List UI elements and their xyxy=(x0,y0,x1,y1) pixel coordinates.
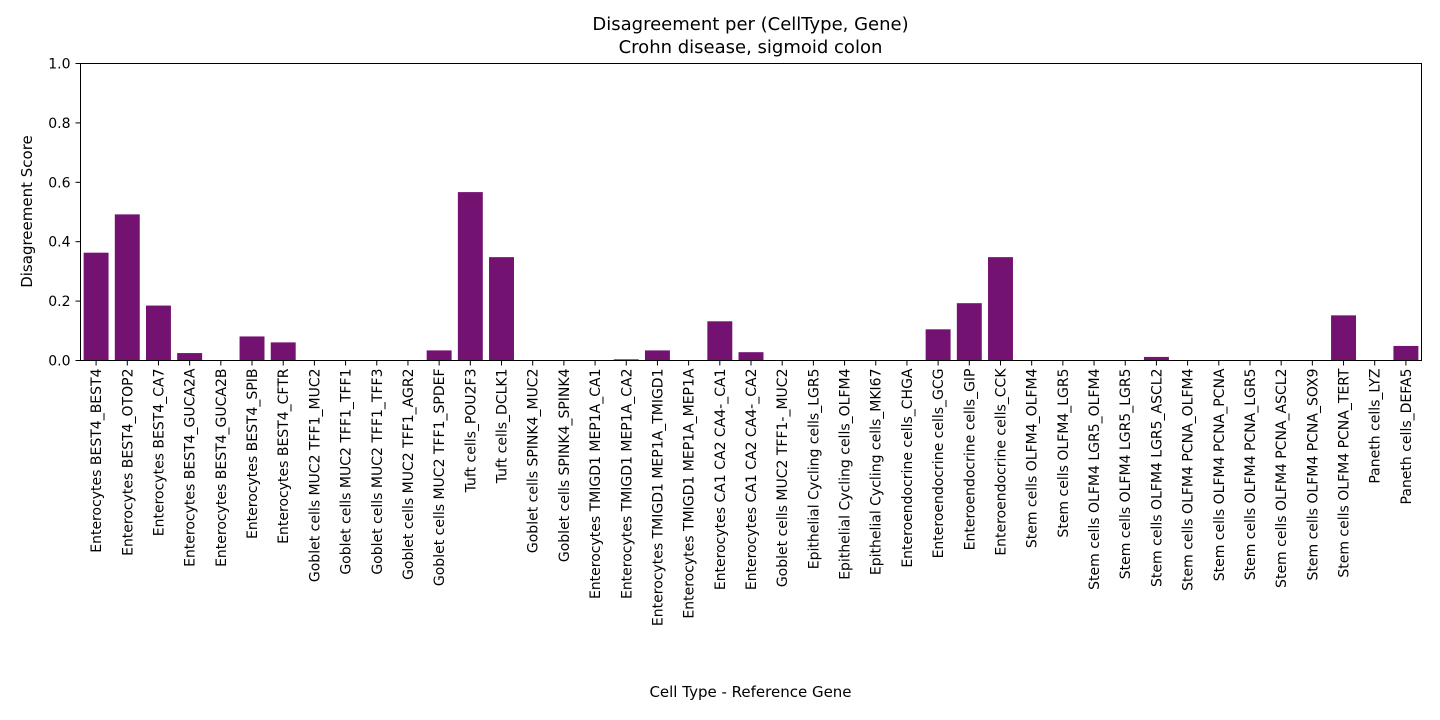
x-tick-label: Paneth cells_LYZ xyxy=(1368,369,1384,484)
x-tick-label: Enteroendocrine cells_CHGA xyxy=(900,368,916,568)
x-tick-label: Stem cells OLFM4 PCNA_SOX9 xyxy=(1305,369,1321,581)
y-tick-label: 0.4 xyxy=(48,235,70,251)
x-tick-label: Goblet cells SPINK4_MUC2 xyxy=(526,369,542,554)
bar xyxy=(956,303,982,361)
x-tick-label: Paneth cells_DEFA5 xyxy=(1399,369,1415,505)
plot-area: 0.0 0.2 0.4 0.6 0.8 1.0 Enterocytes BEST4_BEST… xyxy=(48,57,1419,627)
y-tick-label: 1.0 xyxy=(48,57,70,73)
x-tick-label: Stem cells OLFM4 PCNA_OLFM4 xyxy=(1181,368,1197,590)
x-tick-label: Goblet cells MUC2 TFF1_TFF3 xyxy=(370,369,386,575)
plot-frame xyxy=(80,63,1422,361)
x-tick-label: Enterocytes TMIGD1 MEP1A_CA1 xyxy=(588,369,604,600)
x-tick-label: Goblet cells MUC2 TFF1_AGR2 xyxy=(401,369,417,580)
bar xyxy=(613,359,639,361)
x-tick-label: Goblet cells MUC2 TFF1-_MUC2 xyxy=(775,369,791,588)
x-tick-label: Enterocytes BEST4_GUCA2A xyxy=(183,368,199,567)
bar xyxy=(83,252,109,361)
bar xyxy=(925,329,951,361)
y-tick-label: 0.0 xyxy=(48,354,70,370)
chart-subtitle: Crohn disease, sigmoid colon xyxy=(619,37,883,58)
x-tick-label: Tuft cells_POU2F3 xyxy=(463,369,479,494)
bar xyxy=(988,257,1013,361)
x-tick-label: Enteroendocrine cells_GIP xyxy=(962,369,978,551)
x-tick-label: Goblet cells MUC2 TFF1_MUC2 xyxy=(307,369,323,583)
x-tick-label: Stem cells OLFM4_LGR5 xyxy=(1056,369,1072,538)
bar xyxy=(426,350,452,361)
x-tick-label: Goblet cells SPINK4_SPINK4 xyxy=(557,368,573,562)
x-tick-label: Enterocytes BEST4_SPIB xyxy=(245,369,261,540)
y-tick-label: 0.6 xyxy=(48,175,70,191)
x-tick-label: Enterocytes TMIGD1 MEP1A_CA2 xyxy=(619,369,635,600)
x-tick-label: Enterocytes CA1 CA2 CA4-_CA1 xyxy=(713,369,729,591)
x-tick-label: Stem cells OLFM4 PCNA_PCNA xyxy=(1212,368,1228,581)
bar xyxy=(145,305,171,361)
chart-title: Disagreement per (CellType, Gene) xyxy=(592,14,908,35)
x-tick-label: Enteroendocrine cells_CCK xyxy=(993,368,1009,556)
x-tick-label: Enterocytes BEST4_GUCA2B xyxy=(214,369,230,567)
x-tick-label: Stem cells OLFM4 PCNA_LGR5 xyxy=(1243,369,1259,581)
x-tick-label: Goblet cells MUC2 TFF1_TFF1 xyxy=(339,369,355,575)
bar xyxy=(270,342,296,361)
x-tick-label: Enterocytes BEST4_BEST4 xyxy=(89,368,105,552)
bar xyxy=(707,321,733,361)
x-tick-label: Tuft cells_DCLK1 xyxy=(495,369,511,485)
x-tick-label: Enterocytes BEST4_CA7 xyxy=(151,369,167,537)
x-tick-label: Epithelial Cycling cells_OLFM4 xyxy=(838,368,854,579)
x-tick-label: Enterocytes CA1 CA2 CA4-_CA2 xyxy=(744,369,760,591)
x-tick-label: Stem cells OLFM4_OLFM4 xyxy=(1025,368,1041,548)
bar xyxy=(1393,345,1419,361)
bar xyxy=(738,352,764,361)
x-tick-label: Enteroendocrine cells_GCG xyxy=(931,369,947,559)
y-axis-label: Disagreement Score xyxy=(18,135,36,288)
y-tick-label: 0.8 xyxy=(48,116,70,132)
y-tick-label: 0.2 xyxy=(48,294,70,310)
x-tick-label: Epithelial Cycling cells_LGR5 xyxy=(806,369,822,570)
x-tick-label: Enterocytes BEST4_OTOP2 xyxy=(120,369,136,556)
x-tick-label: Stem cells OLFM4 LGR5_ASCL2 xyxy=(1149,369,1165,587)
bar xyxy=(114,214,140,361)
x-tick-label: Stem cells OLFM4 PCNA_ASCL2 xyxy=(1274,369,1290,588)
bar xyxy=(177,353,203,361)
x-tick-label: Enterocytes BEST4_CFTR xyxy=(276,368,292,544)
bar xyxy=(489,257,514,361)
x-tick-label: Epithelial Cycling cells_MKI67 xyxy=(869,369,885,576)
x-tick-label: Enterocytes TMIGD1 MEP1A_TMIGD1 xyxy=(650,369,666,627)
x-tick-label: Stem cells OLFM4 PCNA_TERT xyxy=(1337,368,1353,578)
x-tick-label: Stem cells OLFM4 LGR5_LGR5 xyxy=(1118,369,1134,580)
x-tick-label: Enterocytes TMIGD1 MEP1A_MEP1A xyxy=(682,368,698,619)
bar xyxy=(1143,356,1169,361)
x-tick-label: Stem cells OLFM4 LGR5_OLFM4 xyxy=(1087,368,1103,589)
bar xyxy=(644,350,670,361)
x-tick-label: Goblet cells MUC2 TFF1_SPDEF xyxy=(432,369,448,587)
bar xyxy=(457,192,483,361)
bar xyxy=(239,336,265,361)
bar xyxy=(1331,315,1357,361)
x-axis-label: Cell Type - Reference Gene xyxy=(649,683,851,701)
